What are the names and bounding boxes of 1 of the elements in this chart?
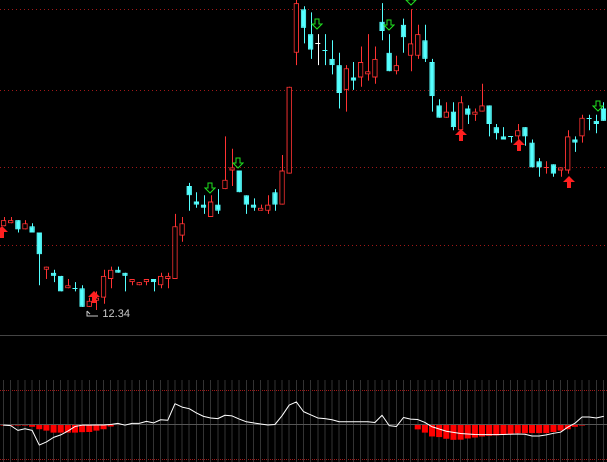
annotation: 12.34 (102, 308, 130, 320)
